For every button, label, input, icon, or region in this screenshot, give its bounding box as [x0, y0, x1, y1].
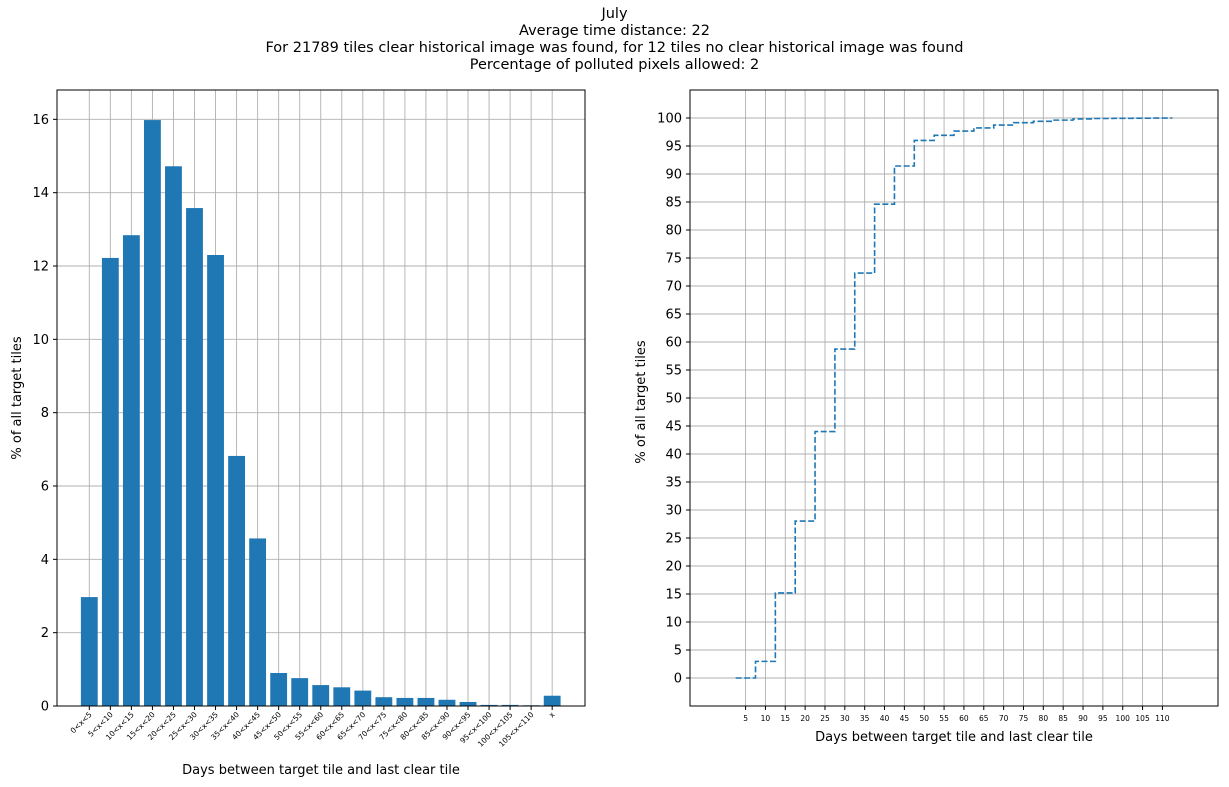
cumulative-xtick-label: 75 — [1019, 714, 1029, 723]
bar-chart-ytick-label: 4 — [41, 553, 49, 568]
cumulative-ytick-label: 45 — [665, 420, 682, 435]
bar — [186, 208, 203, 707]
cumulative-ytick-label: 35 — [665, 476, 682, 491]
cumulative-ytick-label: 60 — [665, 336, 682, 351]
cumulative-xtick-label: 45 — [900, 714, 910, 723]
cumulative-xtick-label: 50 — [919, 714, 929, 723]
bar — [354, 690, 372, 706]
cumulative-ytick-label: 80 — [665, 224, 682, 239]
bar — [312, 685, 330, 706]
cumulative-ytick-label: 55 — [665, 364, 682, 379]
cumulative-xtick-label: 15 — [781, 714, 791, 723]
bar — [459, 701, 477, 706]
bar-chart-ytick-label: 8 — [41, 406, 49, 421]
bar — [333, 687, 351, 706]
bar — [122, 235, 140, 706]
bar-chart-ytick-label: 10 — [32, 333, 49, 348]
cumulative-ytick-label: 85 — [665, 196, 682, 211]
cumulative-ytick-label: 95 — [665, 140, 682, 155]
bar-chart-ytick-label: 14 — [32, 186, 49, 201]
cumulative-ytick-label: 15 — [665, 588, 682, 603]
bar — [438, 699, 456, 706]
bar-chart-ytick-label: 2 — [41, 626, 49, 641]
cumulative-ytick-label: 70 — [665, 280, 682, 295]
cumulative-xlabel: Days between target tile and last clear … — [815, 730, 1093, 745]
bar — [249, 538, 267, 706]
bar — [501, 704, 519, 706]
title-line-tiles: For 21789 tiles clear historical image w… — [265, 40, 964, 56]
cumulative-ytick-label: 20 — [665, 560, 682, 575]
bar-chart: 02468101214160<x<55<x<1010<x<1515<x<2020… — [10, 89, 586, 778]
cumulative-series-line — [735, 117, 1173, 679]
cumulative-chart: 0 5 10 15 20 25 30 35 40 45 50 55 60 65 70 75 80 85 90 95 10… — [634, 89, 1219, 745]
cumulative-xtick-label: 95 — [1098, 714, 1108, 723]
bar-chart-ytick-label: 12 — [32, 260, 49, 275]
cumulative-xtick-label: 40 — [880, 714, 890, 723]
cumulative-xtick-label: 65 — [979, 714, 989, 723]
bar — [375, 697, 393, 706]
title-line-average: Average time distance: 22 — [519, 23, 710, 39]
cumulative-xtick-label: 20 — [800, 714, 810, 723]
cumulative-xtick-label: 30 — [840, 714, 850, 723]
title-line-polluted: Percentage of polluted pixels allowed: 2 — [469, 57, 760, 73]
bar — [144, 120, 161, 707]
cumulative-ytick-label: 50 — [665, 392, 682, 407]
cumulative-xtick-label: 85 — [1058, 714, 1068, 723]
cumulative-ytick-label: 25 — [665, 532, 682, 547]
cumulative-xtick-label: 60 — [959, 714, 969, 723]
bar-chart-xtick-label: x — [547, 710, 557, 720]
bar — [270, 673, 288, 706]
bar — [543, 695, 561, 706]
bar — [165, 166, 182, 706]
cumulative-xtick-label: 10 — [761, 714, 771, 723]
bar — [480, 704, 498, 706]
figure-title: July Average time distance: 22 For 21789… — [0, 6, 1229, 74]
cumulative-ytick-label: 40 — [665, 448, 682, 463]
cumulative-xtick-label: 90 — [1078, 714, 1088, 723]
bar-chart-ytick-label: 6 — [41, 480, 49, 495]
cumulative-ytick-label: 75 — [665, 252, 682, 267]
bar — [291, 678, 309, 706]
cumulative-ytick-label: 90 — [665, 168, 682, 183]
bar-chart-xlabel: Days between target tile and last clear … — [182, 763, 460, 778]
cumulative-ytick-label: 65 — [665, 308, 682, 323]
bar — [228, 455, 245, 706]
cumulative-ytick-label: 30 — [665, 504, 682, 519]
cumulative-xtick-label: 80 — [1039, 714, 1049, 723]
cumulative-xtick-label: 70 — [999, 714, 1009, 723]
bar — [207, 255, 224, 706]
cumulative-xtick-label: 105 — [1135, 714, 1150, 723]
bar — [80, 597, 98, 706]
cumulative-ytick-label: 0 — [674, 672, 682, 687]
bar-chart-ytick-label: 16 — [32, 113, 49, 128]
bar — [396, 697, 414, 706]
cumulative-ytick-label: 5 — [674, 644, 682, 659]
bar — [101, 257, 119, 706]
cumulative-xtick-label: 100 — [1116, 714, 1131, 723]
cumulative-ylabel: % of all target tiles — [634, 340, 649, 463]
cumulative-xtick-label: 25 — [820, 714, 830, 723]
cumulative-xtick-label: 110 — [1155, 714, 1170, 723]
bar — [417, 697, 435, 706]
cumulative-xtick-label: 55 — [939, 714, 949, 723]
title-line-month: July — [601, 6, 628, 22]
bar-chart-ytick-label: 0 — [41, 700, 49, 715]
cumulative-ytick-label: 10 — [665, 616, 682, 631]
cumulative-ytick-label: 100 — [657, 112, 682, 127]
cumulative-xtick-label: 35 — [860, 714, 870, 723]
bar-chart-ylabel: % of all target tiles — [10, 336, 25, 459]
cumulative-xtick-label: 5 — [743, 714, 748, 723]
